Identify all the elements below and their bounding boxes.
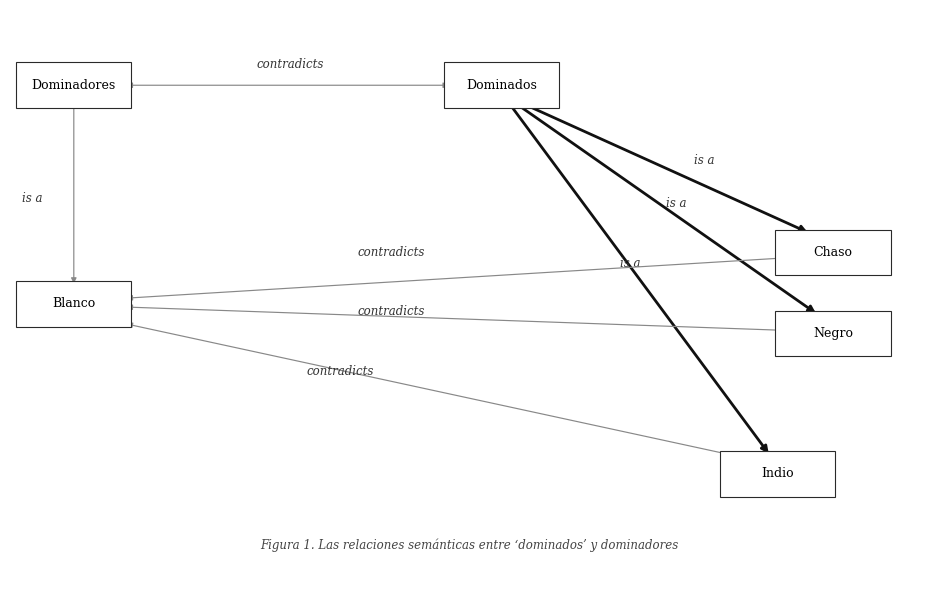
Text: Figura 1. Las relaciones semánticas entre ‘dominados’ y dominadores: Figura 1. Las relaciones semánticas entr… <box>260 538 679 552</box>
Text: Dominados: Dominados <box>467 79 537 92</box>
FancyBboxPatch shape <box>444 62 560 108</box>
Text: is a: is a <box>621 257 640 270</box>
Text: contradicts: contradicts <box>307 365 375 378</box>
Text: contradicts: contradicts <box>358 305 425 318</box>
FancyBboxPatch shape <box>776 229 890 276</box>
Text: Negro: Negro <box>813 327 853 340</box>
Text: contradicts: contradicts <box>256 58 324 71</box>
Text: Chaso: Chaso <box>813 246 853 259</box>
FancyBboxPatch shape <box>16 281 131 327</box>
FancyBboxPatch shape <box>16 62 131 108</box>
Text: is a: is a <box>694 154 715 167</box>
Text: Indio: Indio <box>762 467 794 480</box>
FancyBboxPatch shape <box>720 451 836 497</box>
Text: is a: is a <box>667 197 686 211</box>
Text: contradicts: contradicts <box>358 246 425 259</box>
Text: is a: is a <box>23 192 42 205</box>
Text: Dominadores: Dominadores <box>32 79 115 92</box>
Text: Blanco: Blanco <box>53 297 96 310</box>
FancyBboxPatch shape <box>776 311 890 356</box>
